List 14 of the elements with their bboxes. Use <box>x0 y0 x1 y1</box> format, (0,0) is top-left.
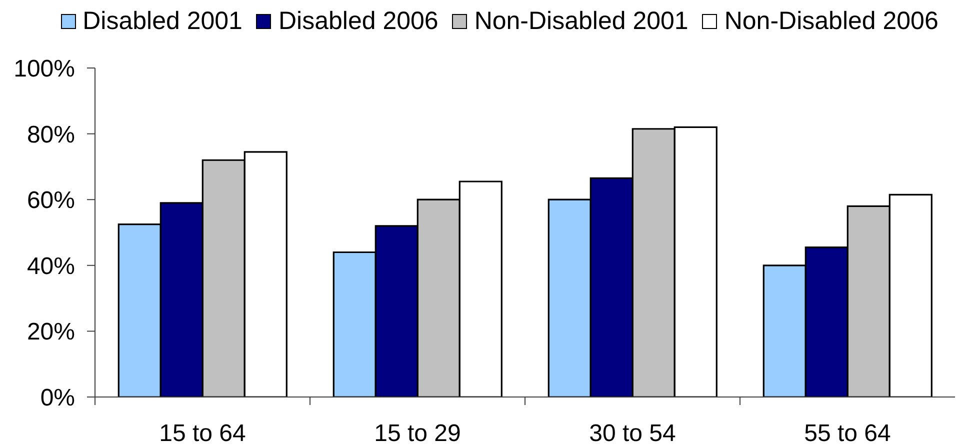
y-tick-label: 100% <box>14 56 75 83</box>
x-tick-label: 15 to 29 <box>374 420 461 445</box>
x-tick-label: 30 to 54 <box>589 420 676 445</box>
y-tick-label: 20% <box>26 318 75 346</box>
y-tick-label: 0% <box>40 384 75 412</box>
x-tick-label: 15 to 64 <box>159 420 246 445</box>
y-tick-label: 80% <box>26 121 75 148</box>
legend-label: Disabled 2001 <box>82 6 242 36</box>
y-tick-label: 40% <box>26 252 75 280</box>
y-tick-label: 60% <box>26 187 75 214</box>
legend-label: Non-Disabled 2006 <box>724 6 938 36</box>
x-tick-label: 55 to 64 <box>804 420 891 445</box>
legend-label: Disabled 2006 <box>278 6 438 36</box>
legend-label: Non-Disabled 2001 <box>474 6 688 36</box>
